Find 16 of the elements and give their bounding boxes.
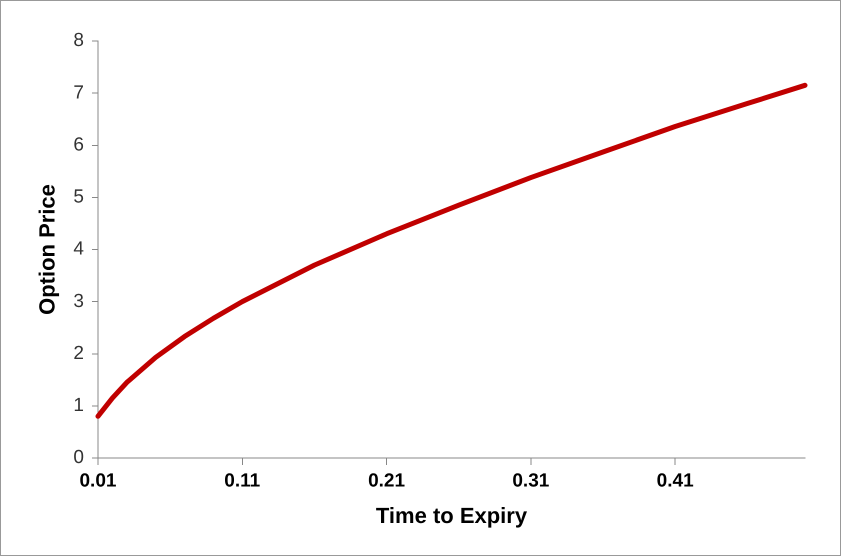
y-tick-label: 7 [73, 82, 84, 104]
x-axis-title: Time to Expiry [376, 503, 528, 528]
x-tick-label: 0.01 [79, 470, 117, 492]
x-tick-label: 0.31 [512, 470, 550, 492]
y-tick-label: 0 [73, 447, 84, 468]
y-tick-label: 2 [73, 342, 84, 364]
y-tick-label: 4 [73, 238, 84, 260]
x-tick-label: 0.41 [656, 470, 694, 492]
y-tick-label: 6 [73, 134, 84, 156]
y-tick-label: 5 [73, 186, 84, 208]
y-axis-title: Option Price [34, 184, 60, 315]
y-tick-label: 3 [73, 290, 84, 312]
y-tick-label: 1 [73, 395, 84, 416]
y-tick-label: 8 [73, 30, 84, 52]
x-tick-label: 0.21 [368, 470, 406, 492]
x-tick-label: 0.11 [224, 470, 261, 492]
